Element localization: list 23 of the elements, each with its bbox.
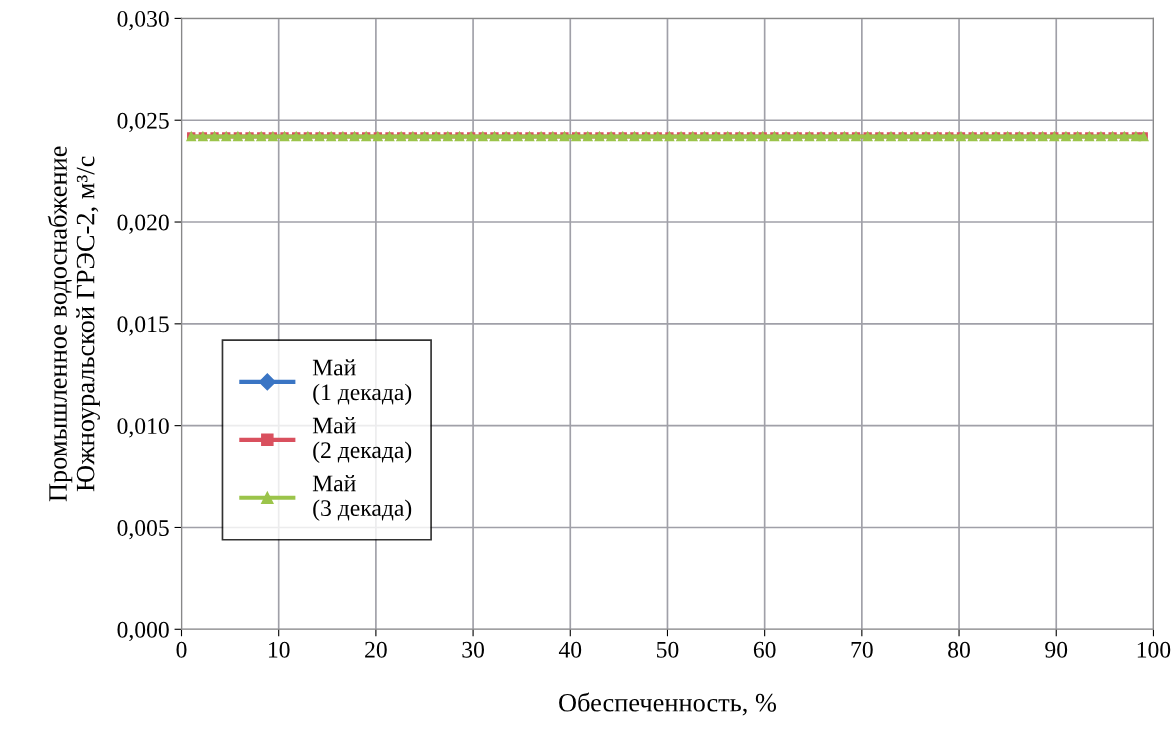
legend-label: Май (2 декада): [312, 417, 412, 463]
legend-label: Май (3 декада): [312, 474, 412, 521]
x-tick-label: 90: [1045, 641, 1068, 658]
x-tick-label: 100: [1137, 641, 1171, 658]
x-tick-label: 50: [657, 641, 679, 658]
x-axis-title: Обеспеченность, %: [559, 692, 777, 716]
x-tick-label: 60: [753, 641, 776, 658]
y-tick-label: 0,030: [117, 10, 169, 31]
y-axis-title: Промышленное водоснабжение Южноуральской ГРЭС-2, м³/с: [47, 146, 100, 502]
x-tick-label: 30: [462, 641, 484, 658]
y-tick-label: 0,005: [117, 519, 169, 540]
y-tick-label: 0,010: [117, 418, 169, 438]
y-tick-label: 0,000: [117, 621, 169, 642]
y-tick-label: 0,025: [117, 112, 169, 133]
x-tick-label: 40: [558, 641, 582, 658]
x-tick-label: 70: [851, 641, 873, 658]
y-tick-label: 0,020: [117, 214, 169, 234]
x-tick-label: 0: [176, 641, 187, 658]
x-tick-label: 10: [268, 641, 290, 658]
legend-label: Май (1 декада): [312, 359, 412, 406]
x-tick-label: 20: [365, 641, 387, 658]
y-tick-label: 0,015: [117, 316, 169, 336]
x-tick-label: 80: [948, 641, 970, 658]
